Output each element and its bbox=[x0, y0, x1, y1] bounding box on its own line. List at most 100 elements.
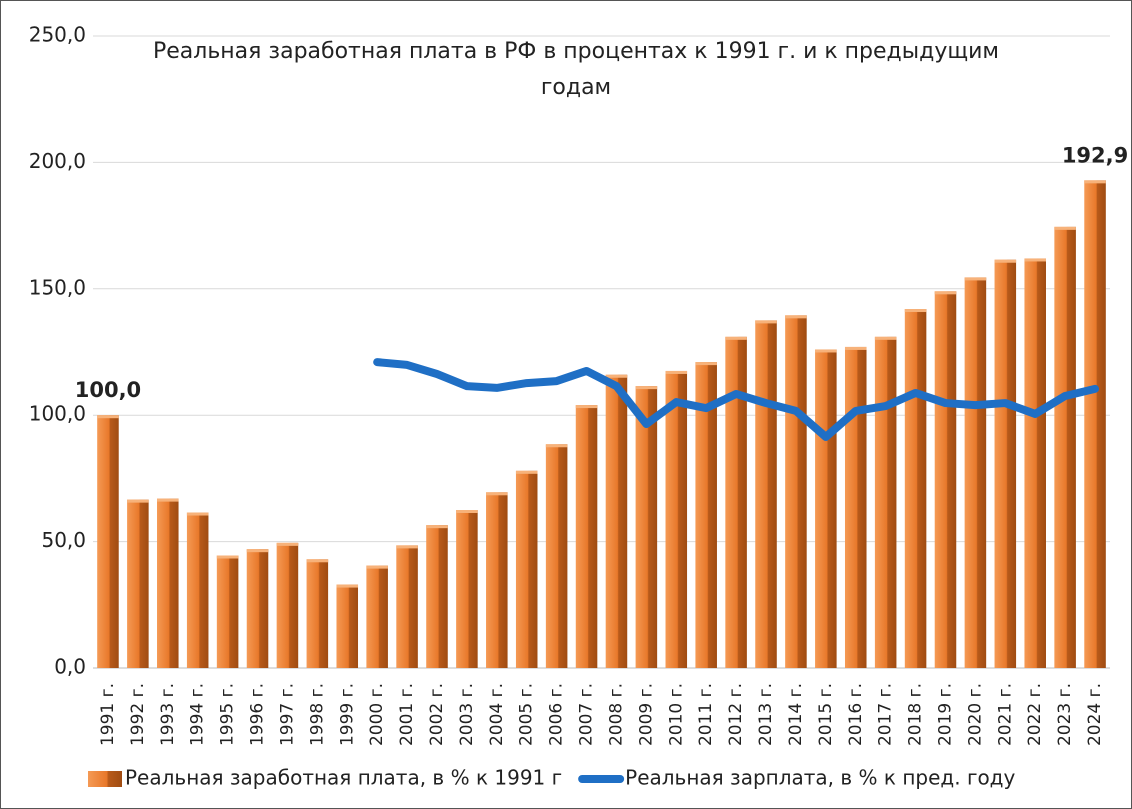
bar-top bbox=[456, 510, 478, 513]
bar-top bbox=[426, 525, 448, 529]
bar bbox=[426, 525, 448, 668]
bar bbox=[545, 444, 568, 668]
bar bbox=[216, 555, 239, 668]
x-tick-label: 2015 г. bbox=[816, 683, 836, 746]
bar bbox=[605, 374, 628, 668]
x-tick-label: 2016 г. bbox=[846, 683, 866, 746]
legend-label: Реальная заработная плата, в % к 1991 г bbox=[125, 766, 562, 790]
bar-top bbox=[97, 415, 119, 419]
chart-title: Реальная заработная плата в РФ в процент… bbox=[152, 39, 999, 100]
bar bbox=[336, 584, 359, 668]
legend-label: Реальная зарплата, в % к пред. году bbox=[625, 766, 1015, 790]
bar-top bbox=[157, 498, 179, 502]
bar bbox=[934, 291, 957, 668]
x-tick-label: 1991 г. bbox=[98, 683, 118, 746]
bar bbox=[157, 498, 179, 668]
bar bbox=[127, 499, 149, 668]
y-tick-label: 100,0 bbox=[29, 402, 86, 426]
bar bbox=[815, 349, 837, 668]
bar-top bbox=[486, 492, 508, 496]
bar-top bbox=[276, 542, 299, 546]
x-tick-label: 2022 г. bbox=[1025, 683, 1045, 746]
bar-top bbox=[1024, 258, 1046, 262]
bar-top bbox=[1084, 180, 1106, 184]
bar bbox=[1054, 226, 1076, 668]
bar-top bbox=[605, 374, 628, 378]
x-tick-label: 2019 г. bbox=[935, 683, 955, 746]
bar-top bbox=[785, 315, 807, 319]
bar bbox=[97, 415, 119, 668]
bar bbox=[874, 336, 897, 668]
x-tick-label: 2011 г. bbox=[696, 683, 716, 746]
x-tick-label: 2006 г. bbox=[547, 683, 567, 746]
bar bbox=[755, 320, 777, 668]
x-tick-label: 1997 г. bbox=[277, 683, 297, 746]
bar-top bbox=[725, 336, 747, 340]
x-tick-label: 1992 г. bbox=[128, 683, 148, 746]
y-tick-label: 150,0 bbox=[29, 275, 86, 299]
data-label: 100,0 bbox=[75, 378, 141, 402]
x-tick-label: 2000 г. bbox=[367, 683, 387, 746]
bar-top bbox=[755, 320, 777, 324]
bar bbox=[665, 370, 688, 668]
legend-swatch bbox=[88, 771, 122, 787]
bar-top bbox=[545, 444, 568, 448]
x-tick-label: 1998 г. bbox=[307, 683, 327, 746]
bar-top bbox=[934, 291, 957, 295]
bar bbox=[486, 492, 508, 668]
bar bbox=[575, 405, 598, 668]
bar bbox=[695, 362, 717, 668]
data-label: 192,9 bbox=[1062, 143, 1128, 167]
x-tick-label: 2024 г. bbox=[1085, 683, 1105, 746]
bar bbox=[994, 259, 1017, 668]
x-tick-label: 2018 г. bbox=[906, 683, 926, 746]
x-tick-label: 1993 г. bbox=[158, 683, 178, 746]
bar-top bbox=[635, 386, 658, 390]
x-tick-label: 1995 г. bbox=[218, 683, 238, 746]
bar bbox=[725, 336, 747, 668]
bar-top bbox=[127, 499, 149, 503]
x-tick-label: 2005 г. bbox=[517, 683, 537, 746]
x-tick-label: 1994 г. bbox=[188, 683, 208, 746]
bar-top bbox=[964, 277, 987, 281]
bar bbox=[276, 542, 299, 668]
bar-top bbox=[186, 512, 209, 516]
y-tick-label: 250,0 bbox=[29, 23, 86, 47]
y-tick-label: 0,0 bbox=[54, 655, 86, 679]
bar-top bbox=[695, 362, 717, 366]
x-tick-label: 2003 г. bbox=[457, 683, 477, 746]
x-tick-label: 2017 г. bbox=[876, 683, 896, 746]
x-tick-label: 2013 г. bbox=[756, 683, 776, 746]
bar bbox=[904, 309, 927, 668]
x-tick-label: 2004 г. bbox=[487, 683, 507, 746]
bar-top bbox=[665, 370, 688, 374]
bar-top bbox=[246, 549, 269, 553]
bar bbox=[246, 549, 269, 668]
x-tick-label: 2020 г. bbox=[965, 683, 985, 746]
bar-top bbox=[994, 259, 1017, 263]
bar bbox=[1084, 180, 1106, 668]
bar-top bbox=[815, 349, 837, 353]
x-tick-label: 1999 г. bbox=[337, 683, 357, 746]
bar-top bbox=[366, 565, 388, 569]
x-tick-label: 2007 г. bbox=[577, 683, 597, 746]
bar-top bbox=[515, 470, 538, 474]
x-tick-label: 2010 г. bbox=[666, 683, 686, 746]
x-tick-label: 2023 г. bbox=[1055, 683, 1075, 746]
bar-top bbox=[216, 555, 239, 559]
x-tick-label: 2001 г. bbox=[397, 683, 417, 746]
bar-top bbox=[904, 309, 927, 313]
x-tick-label: 2009 г. bbox=[636, 683, 656, 746]
x-tick-label: 2012 г. bbox=[726, 683, 746, 746]
x-tick-label: 2021 г. bbox=[995, 683, 1015, 746]
bar-top bbox=[336, 584, 359, 588]
line bbox=[373, 358, 1100, 441]
bar bbox=[515, 470, 538, 668]
bar bbox=[844, 346, 867, 668]
bar bbox=[396, 545, 418, 668]
bar bbox=[785, 315, 807, 668]
bar bbox=[635, 386, 658, 668]
bar-top bbox=[306, 559, 329, 563]
